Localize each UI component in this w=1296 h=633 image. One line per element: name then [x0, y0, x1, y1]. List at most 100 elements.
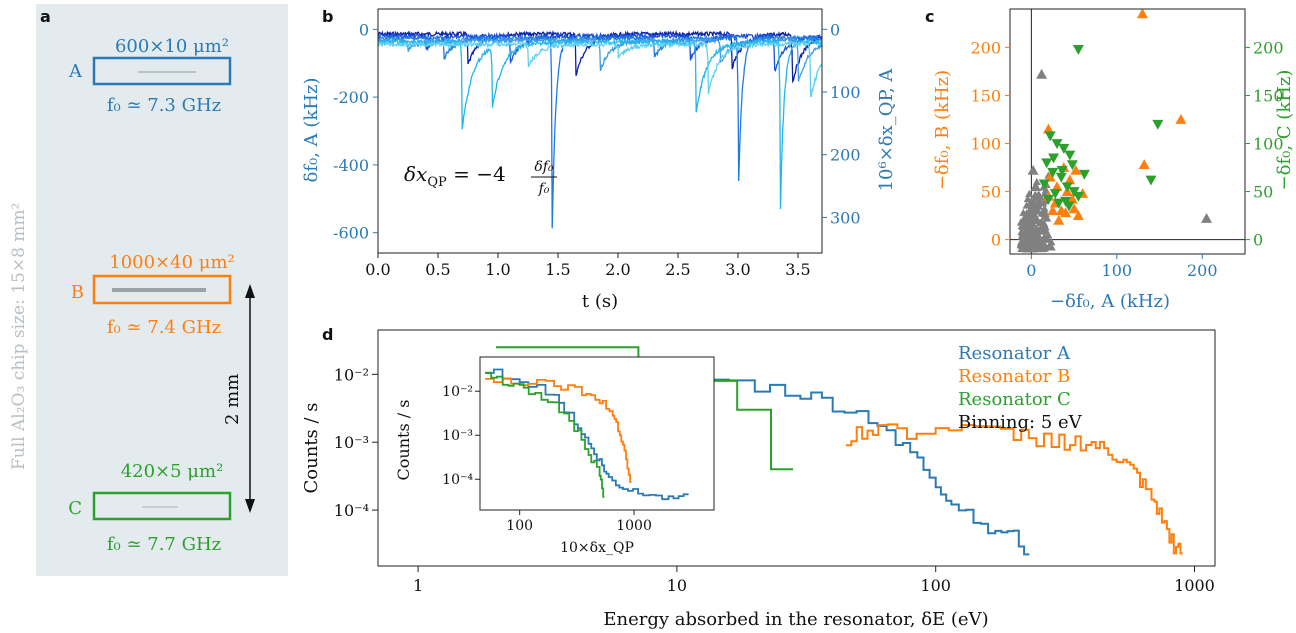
panel-d-ytick-label: 10⁻²: [334, 365, 369, 384]
panel-c-cluster-point: [1021, 229, 1030, 237]
panel-c-cluster-point: [1025, 189, 1034, 198]
panel-b-frame: [377, 8, 823, 254]
panel-d-xtick-label: 1: [413, 576, 423, 595]
panel-b-ytick-label: -600: [333, 224, 369, 243]
panel-b-y2tick-label: 0: [830, 20, 840, 39]
panel-c-point-c: [1145, 175, 1157, 186]
panel-b-trace-6: [377, 40, 822, 98]
panel-c-point-c: [1048, 153, 1060, 164]
panel-c-cluster-point: [1017, 227, 1026, 235]
panel-b-ytick-label: 0: [359, 20, 369, 39]
panel-c-cluster-point: [1027, 240, 1036, 248]
scale-bar-arrow-down: [245, 499, 255, 513]
panel-c-point-c: [1056, 166, 1068, 176]
panel-c-point-c: [1047, 167, 1059, 178]
resonator-c-letter: C: [68, 498, 82, 519]
panel-c-point-b: [1051, 181, 1063, 192]
panel-c-axes: 0 100 200 0 50 100 150 200 0 50 100 150 200: [970, 38, 1283, 280]
resonator-c-box: [92, 491, 232, 521]
panel-c-y2tick-label: 0: [1253, 231, 1263, 250]
panel-d-letter: d: [322, 325, 333, 344]
panel-b-axes: 0.0 0.5 1.0 1.5 2.0 2.5 3.0 3.5 0 -200 -400 -600 0 10…: [333, 20, 861, 279]
legend-binning: Binning: 5 eV: [958, 412, 1083, 433]
panel-b-xtick-label: 0.0: [365, 260, 390, 279]
panel-c-point-b: [1072, 210, 1084, 220]
qp-equation-main: δxQP = −4: [404, 162, 506, 190]
panel-d-xlabel: Energy absorbed in the resonator, δE (eV…: [603, 609, 988, 630]
panel-c-cluster-point: [1043, 235, 1052, 243]
resonator-a-box: [92, 56, 232, 86]
panel-c-xlabel: −δf₀, A (kHz): [1050, 291, 1170, 312]
panel-c-frame: [1009, 8, 1246, 255]
panel-c-cluster-point: [1047, 243, 1056, 251]
panel-c-point-b: [1064, 174, 1076, 185]
scale-bar-arrow-up: [245, 284, 255, 298]
panel-b-y2label: 10⁶×δx_QP, A: [876, 68, 897, 192]
panel-c-point-c: [1049, 189, 1061, 199]
panel-c-point-other: [1028, 197, 1040, 208]
inset-hist-3: [485, 371, 605, 498]
panel-c-point-c: [1051, 139, 1063, 150]
inset-ytick-label: 10⁻²: [442, 384, 473, 400]
legend-resonator-b: Resonator B: [958, 366, 1070, 387]
resonator-b-size: 1000×40 μm²: [109, 252, 235, 273]
panel-c-point-c: [1152, 119, 1164, 130]
panel-c-xtick-label: 0: [1026, 261, 1036, 280]
panel-c-point-other: [1030, 181, 1042, 192]
panel-c-point-c: [1053, 198, 1065, 209]
inset-frame: [479, 356, 715, 511]
panel-b-xtick-label: 3.5: [785, 260, 810, 279]
panel-c-point-b: [1042, 123, 1054, 134]
resonator-c-freq: f₀ ≃ 7.7 GHz: [107, 534, 221, 555]
inset-ylabel: Counts / s: [394, 400, 413, 481]
panel-c-point-b: [1060, 207, 1072, 218]
scale-bar-label: 2 mm: [222, 374, 243, 425]
panel-c: c 0 100 200 0 50 100 150 200 0 50 100 150 200 −δf₀, …: [925, 7, 1295, 312]
resonator-b-box: [92, 274, 232, 305]
panel-c-ytick-label: 50: [981, 183, 1001, 202]
panel-c-point-b: [1136, 8, 1148, 19]
panel-c-point-c: [1064, 150, 1076, 161]
resonator-b-freq: f₀ ≃ 7.4 GHz: [107, 317, 221, 338]
inset-hist-1: [485, 368, 689, 501]
panel-b-trace-2: [377, 31, 822, 72]
panel-c-ytick-label: 200: [970, 38, 1001, 57]
panel-c-ytick-label: 150: [970, 86, 1001, 105]
panel-d-xtick-label: 10: [667, 576, 687, 595]
panel-c-point-c: [1072, 44, 1084, 55]
panel-b-trace-3: [377, 33, 822, 229]
panel-c-point-other: [1027, 164, 1039, 175]
resonator-a-freq: f₀ ≃ 7.3 GHz: [107, 95, 221, 116]
panel-b-trace-4: [377, 35, 823, 82]
panel-d-xtick-label: 1000: [1174, 576, 1215, 595]
panel-c-plot: [1010, 8, 1245, 254]
panel-b-ytick-label: -200: [333, 88, 369, 107]
panel-b-xtick-label: 1.0: [485, 260, 510, 279]
inset-plot: [485, 368, 689, 501]
panel-c-ytick-label: 100: [970, 135, 1001, 154]
panel-c-cluster-point: [1023, 194, 1032, 203]
panel-c-cluster-point: [1018, 241, 1027, 250]
panel-b-trace-5: [377, 37, 823, 210]
panel-d-hist-3: [496, 346, 793, 471]
panel-c-cluster-point: [1029, 229, 1038, 237]
panel-d-ytick-label: 10⁻³: [334, 433, 369, 452]
panel-a: a Full Al₂O₃ chip size: 15×8 mm² 600×10 …: [9, 4, 288, 576]
resonator-a-size: 600×10 μm²: [115, 36, 229, 57]
panel-c-point-c: [1066, 160, 1078, 171]
panel-c-point-c: [1055, 172, 1067, 183]
panel-d: d 1 10 100 1000 10⁻⁴ 10⁻³ 10⁻² Counts / s Ener…: [301, 325, 1216, 630]
panel-c-cluster-point: [1034, 243, 1043, 251]
panel-c-point-c: [1061, 182, 1073, 193]
panel-b-y2tick-label: 200: [830, 146, 861, 165]
inset-hist-2: [485, 377, 632, 483]
resonator-b-letter: B: [71, 282, 84, 303]
panel-c-xtick-label: 100: [1102, 261, 1133, 280]
panel-c-cluster-point: [1040, 221, 1049, 229]
panel-c-y2tick-label: 150: [1253, 86, 1284, 105]
panel-b-letter: b: [322, 7, 333, 26]
panel-c-point-c: [1058, 143, 1070, 154]
resonator-a-letter: A: [68, 61, 83, 82]
panel-c-letter: c: [925, 7, 934, 26]
panel-d-axes: 1 10 100 1000 10⁻⁴ 10⁻³ 10⁻²: [334, 365, 1215, 595]
